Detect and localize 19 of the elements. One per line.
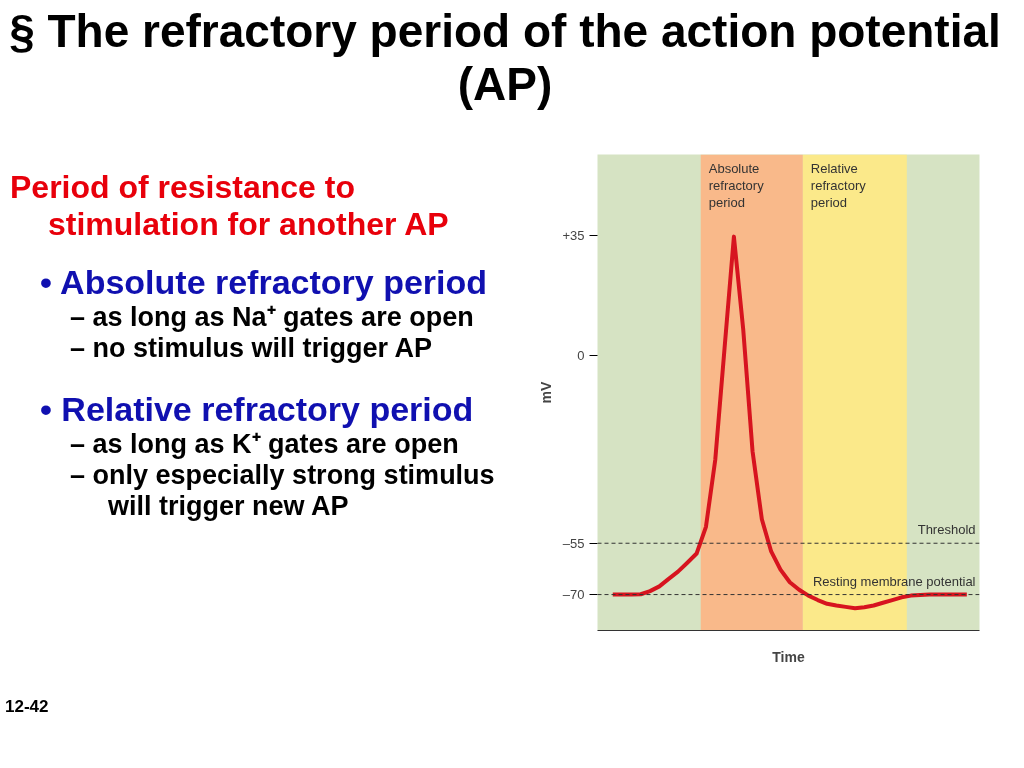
y-tick-label: +35: [562, 227, 585, 243]
chart-title: § The refractory period of the action potential (AP): [8, 5, 1002, 111]
text: • Absolute refractory period: [39, 262, 489, 302]
y-tick-label: –70: [562, 587, 585, 603]
annotation: Relative refractory period: [810, 160, 867, 210]
y-tick-label: 0: [577, 347, 585, 363]
ref-line-label: Threshold: [917, 522, 976, 538]
text: – no stimulus will trigger AP: [69, 332, 434, 364]
y-axis-title: mV: [538, 380, 555, 404]
text: – only especially strong stimulus will trigger new AP: [69, 459, 496, 523]
text: Period of resistance to stimulation for another AP: [10, 169, 450, 243]
ref-line-label: Resting membrane potential: [812, 573, 976, 589]
annotation: Absolute refractory period: [708, 160, 765, 210]
y-tick-label: –55: [562, 535, 585, 551]
text: – as long as K⁺ gates are open: [69, 428, 460, 460]
text: • Relative refractory period: [39, 389, 475, 429]
text: 12-42: [5, 696, 49, 718]
text: – as long as Na⁺ gates are open: [69, 301, 475, 333]
x-axis-title: Time: [772, 648, 805, 665]
